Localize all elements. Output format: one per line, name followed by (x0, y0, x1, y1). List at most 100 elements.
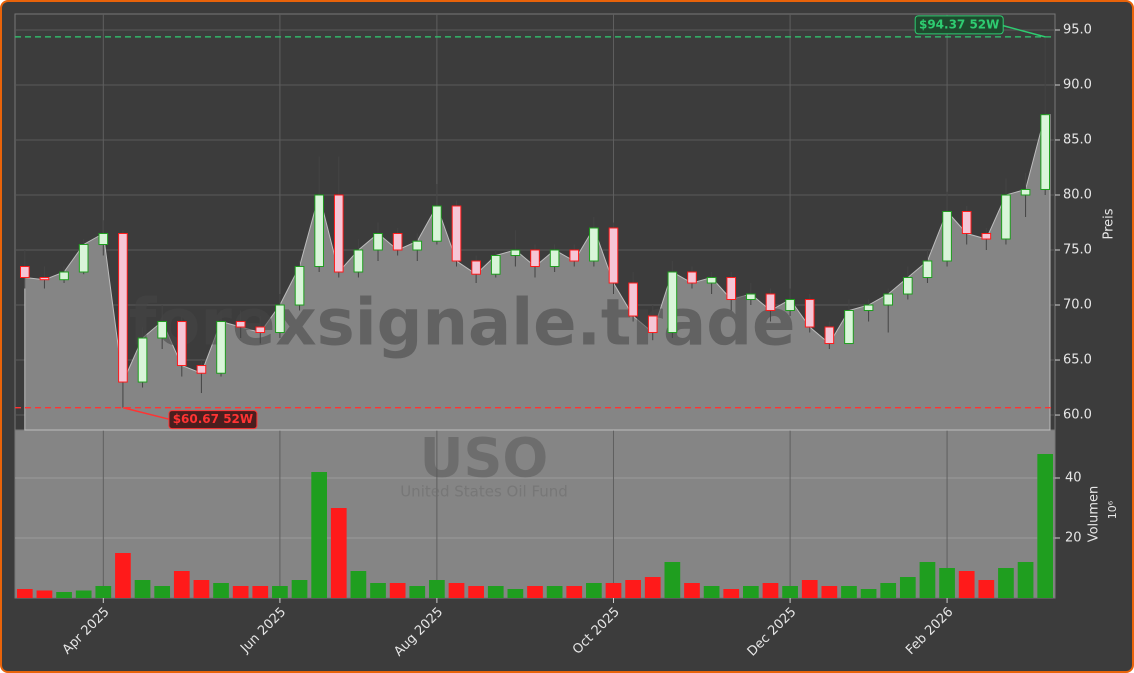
candle-body (39, 277, 50, 281)
volume-bar (75, 590, 92, 598)
volume-bar (546, 586, 563, 598)
volume-bar (821, 586, 838, 598)
y-tick-label: 75.0 (1063, 243, 1092, 258)
annotation-label: $60.67 52W (173, 412, 253, 426)
volume-bar (311, 472, 327, 598)
candle-body (903, 277, 913, 295)
candle-body (510, 249, 521, 257)
volume-bar (625, 580, 641, 598)
x-tick-label: Aug 2025 (391, 605, 446, 660)
volume-bar (16, 589, 33, 598)
volume-bar (468, 586, 484, 598)
candle-body (844, 310, 854, 345)
volume-bar (330, 508, 347, 598)
candle-body (922, 260, 933, 279)
volume-bar (154, 586, 171, 598)
candle-body (628, 282, 638, 317)
candle-body (176, 321, 187, 367)
candle-body (373, 232, 383, 251)
volume-bar (409, 586, 426, 598)
volume-bar (860, 589, 877, 598)
candle-body (569, 249, 580, 262)
volume-bar (801, 580, 818, 598)
volume-bar (703, 586, 720, 598)
candle-body (78, 243, 89, 273)
candle-body (216, 321, 226, 374)
volume-bar (762, 583, 779, 598)
candle-body (275, 304, 285, 334)
volume-bar (586, 583, 602, 598)
annotation-arrow (122, 406, 172, 421)
volume-bar (566, 586, 583, 598)
candle-body (746, 293, 756, 301)
candle-body (765, 293, 776, 312)
volume-bar (605, 583, 622, 598)
volume-bar (527, 586, 543, 598)
annotation-arrow (999, 24, 1046, 38)
symbol-watermark: USO (420, 427, 549, 490)
volume-bar (644, 577, 661, 598)
candle-body (883, 293, 894, 306)
volume-bar (193, 580, 210, 598)
volume-bar (841, 586, 857, 598)
candle-body (549, 249, 560, 268)
volume-bar (1037, 454, 1054, 598)
volume-bar (998, 568, 1014, 598)
candle-body (157, 321, 167, 339)
candle-body (118, 232, 128, 383)
volume-bar (919, 562, 936, 598)
volume-bar (389, 583, 406, 598)
volume-bar (95, 586, 112, 598)
candle-body (530, 249, 540, 268)
volume-bar (252, 586, 269, 598)
symbol-name-watermark: United States Oil Fund (400, 483, 568, 501)
candle-body (1001, 194, 1011, 240)
y-tick-label: 65.0 (1063, 353, 1092, 368)
volume-bar (664, 562, 681, 598)
candle-body (255, 326, 266, 334)
candle-body (392, 232, 403, 251)
volume-bar (232, 586, 249, 598)
volume-axis-label: Volumen (1087, 486, 1102, 543)
candle-body (1040, 114, 1051, 190)
x-tick-label: Dec 2025 (745, 605, 800, 660)
candle-body (647, 315, 658, 334)
candle-body (863, 304, 874, 312)
annotation-box (914, 15, 1004, 35)
y-axis-label: Preis (1102, 208, 1117, 239)
candle-body (98, 232, 109, 245)
volume-bar (448, 583, 465, 598)
volume-bar (115, 553, 131, 598)
candle-body (942, 210, 952, 262)
volume-bar (213, 583, 229, 598)
candle-body (471, 260, 481, 275)
candle-body (59, 271, 69, 281)
volume-bar (782, 586, 798, 598)
volume-bar (173, 571, 190, 598)
volume-bar (291, 580, 308, 598)
x-tick-label: Apr 2025 (60, 605, 113, 658)
y-tick-label: 95.0 (1063, 22, 1092, 37)
volume-panel (14, 429, 1056, 599)
volume-bar (1017, 562, 1034, 598)
y-tick-label: 90.0 (1063, 77, 1092, 92)
candle-body (608, 227, 619, 284)
watermark: forexsignale.trade (129, 287, 796, 361)
volume-bar (723, 589, 740, 598)
candle-body (451, 205, 462, 262)
candle-body (490, 255, 501, 275)
volume-bar (429, 580, 445, 598)
candle-body (785, 299, 795, 312)
candle-body (19, 266, 30, 279)
y-tick-label: 70.0 (1063, 298, 1092, 313)
volume-unit: 10⁶ (1106, 500, 1119, 519)
candle-body (706, 277, 717, 284)
candle-body (981, 232, 992, 240)
x-tick-label: Feb 2026 (903, 605, 956, 658)
candle-body (1020, 188, 1031, 196)
candle-body (726, 277, 737, 301)
volume-tick-label: 40 (1065, 471, 1082, 486)
volume-bar (939, 568, 955, 598)
volume-bar (880, 583, 897, 598)
